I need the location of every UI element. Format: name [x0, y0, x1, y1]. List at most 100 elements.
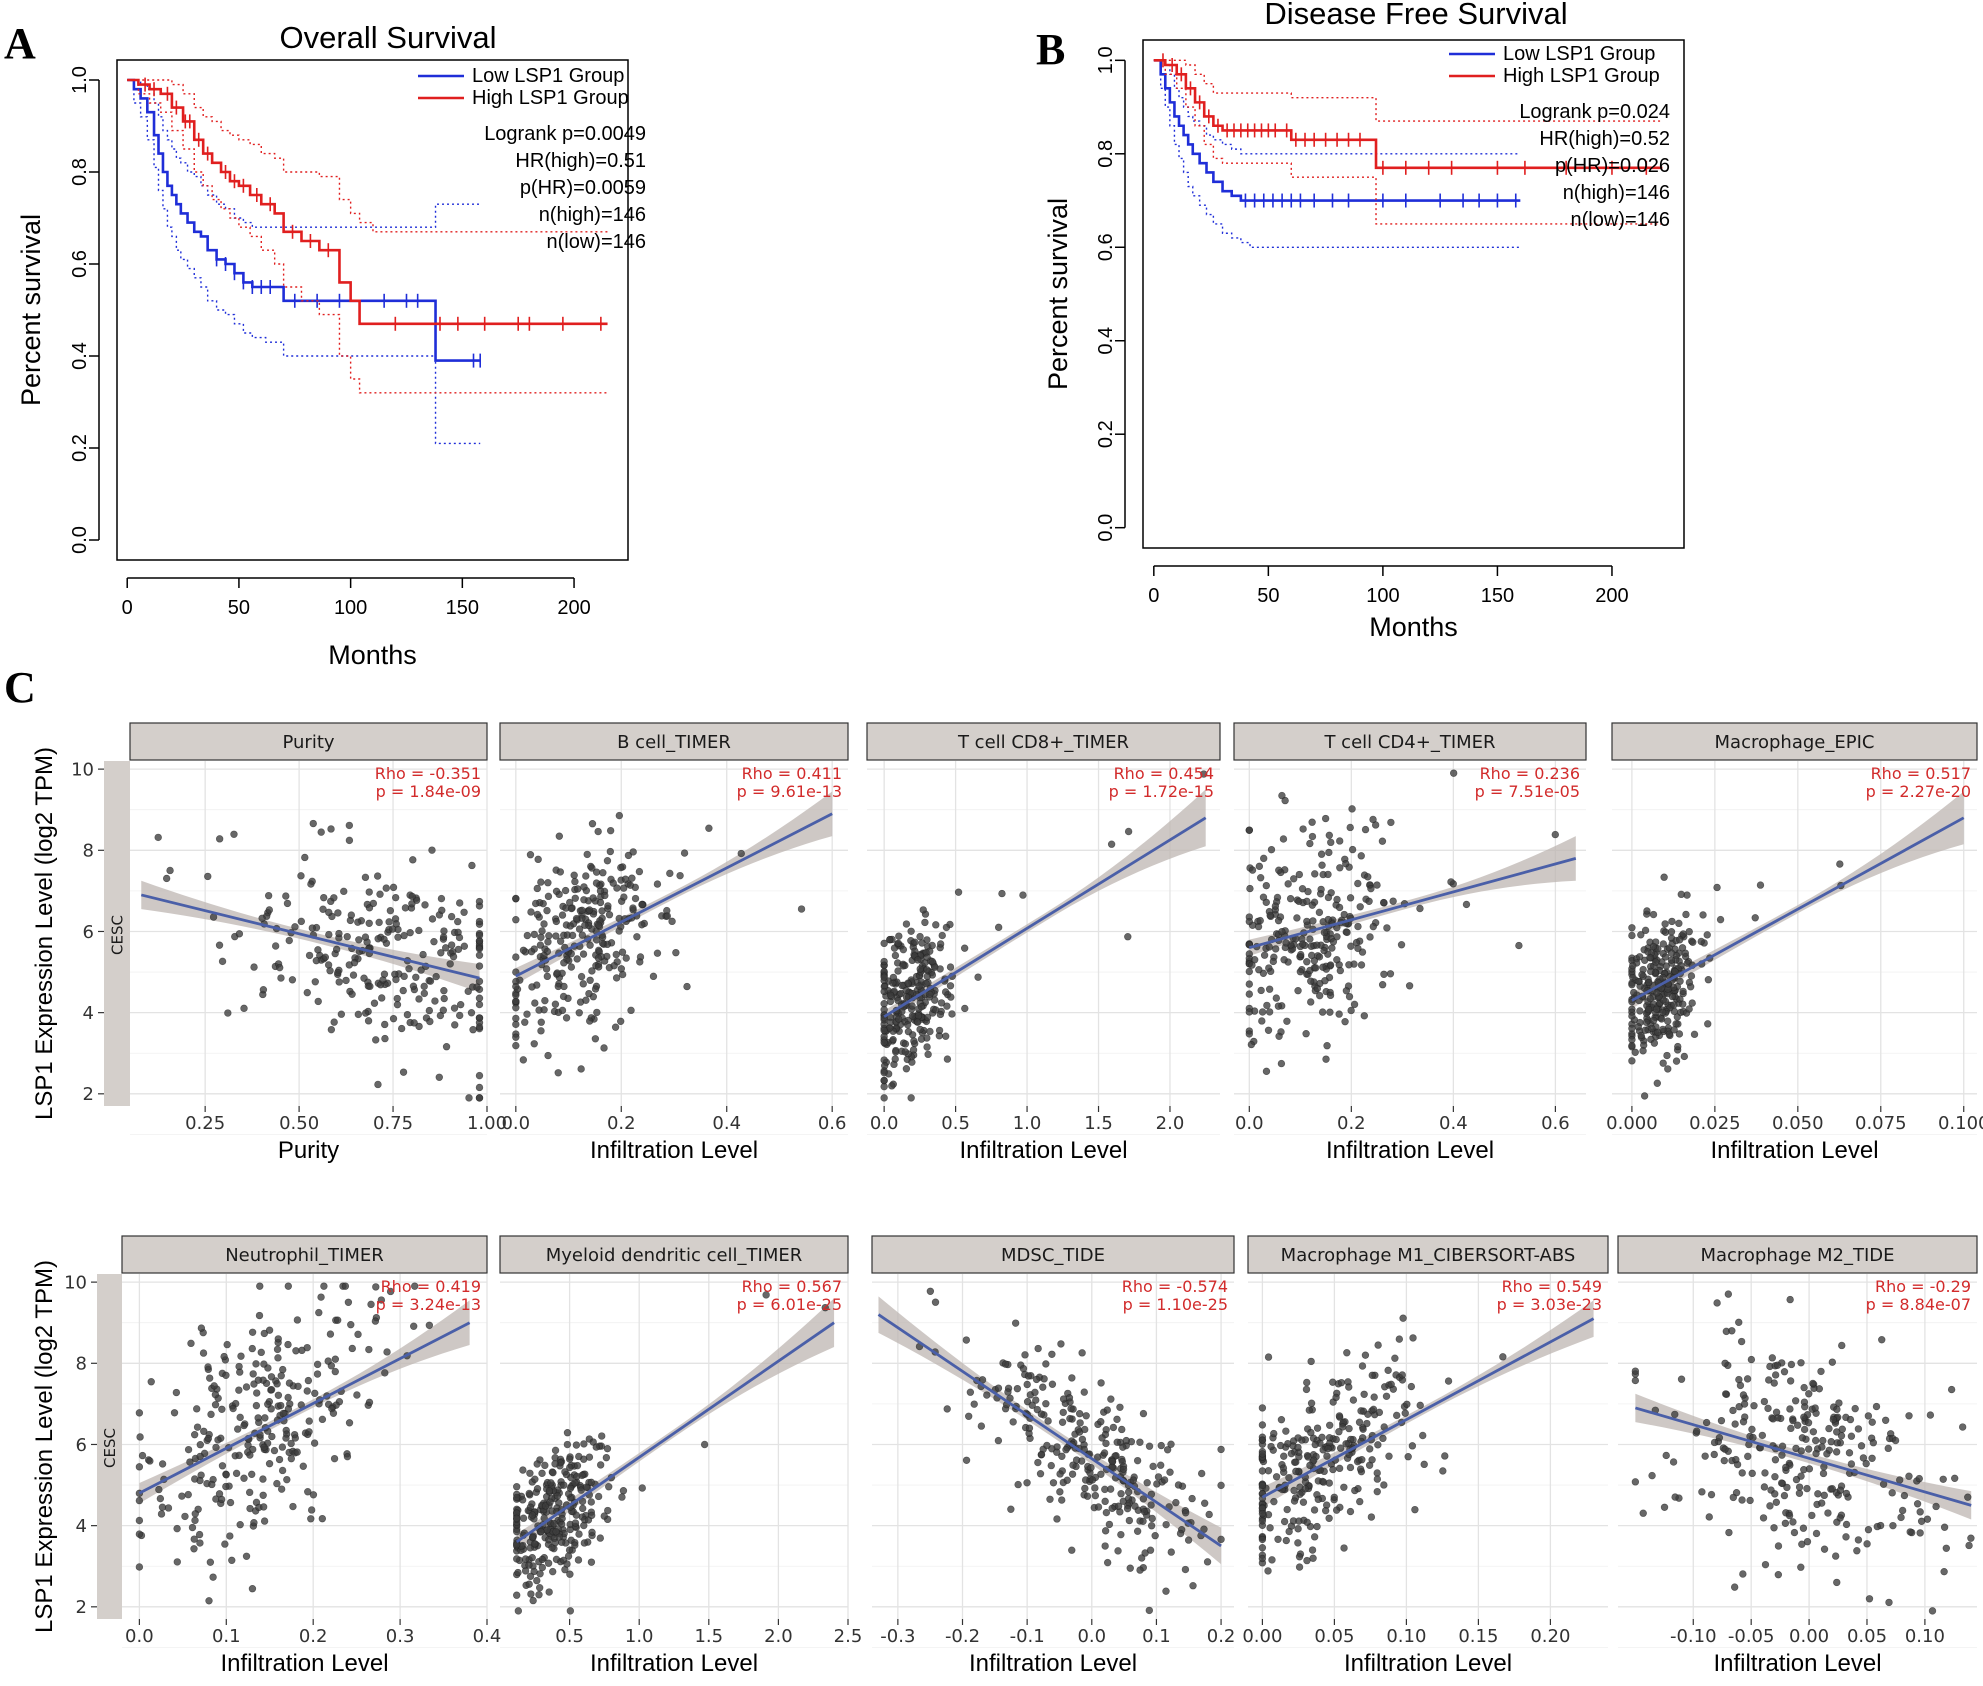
data-point — [1151, 1531, 1159, 1540]
data-point — [562, 1014, 571, 1022]
data-point — [1348, 805, 1356, 813]
data-point — [1290, 1497, 1299, 1505]
data-point — [435, 1073, 443, 1081]
data-point — [282, 1434, 290, 1442]
data-point — [700, 1440, 709, 1449]
data-point — [1670, 1001, 1678, 1009]
data-point — [1379, 898, 1388, 907]
data-point — [382, 884, 390, 892]
data-points — [915, 1287, 1225, 1615]
data-point — [1109, 1423, 1118, 1432]
data-point — [265, 906, 274, 914]
data-point — [253, 1389, 261, 1397]
data-point — [889, 1036, 897, 1044]
data-point — [592, 879, 601, 887]
data-point — [1842, 1533, 1850, 1541]
data-point — [618, 1493, 626, 1501]
data-point — [1342, 987, 1351, 995]
data-point — [1845, 1449, 1854, 1457]
data-point — [1056, 1470, 1064, 1478]
x-tick-label: -0.3 — [880, 1626, 915, 1647]
data-point — [908, 1058, 916, 1066]
data-point — [196, 1440, 204, 1449]
data-point — [1347, 1006, 1355, 1015]
data-point — [946, 982, 955, 990]
data-point — [226, 1498, 235, 1507]
data-point — [653, 949, 662, 957]
data-point — [932, 1006, 940, 1014]
data-point — [588, 967, 596, 975]
x-tick-label: 0.075 — [1855, 1113, 1907, 1134]
data-point — [1868, 1418, 1876, 1426]
data-point — [909, 1046, 918, 1054]
x-tick-label: 0.50 — [279, 1113, 319, 1134]
data-point — [442, 1042, 451, 1051]
data-point — [937, 999, 946, 1007]
facet-strip — [129, 722, 488, 761]
data-point — [1774, 1570, 1783, 1579]
data-point — [599, 869, 607, 877]
data-point — [460, 942, 469, 950]
data-point — [537, 1027, 545, 1035]
data-point — [1145, 1442, 1154, 1450]
data-point — [1056, 1488, 1064, 1496]
data-point — [370, 999, 379, 1007]
data-point — [1327, 838, 1335, 847]
x-axis-title: Infiltration Level — [1344, 1650, 1512, 1677]
x-axis-title: Infiltration Level — [590, 1137, 758, 1164]
data-point — [1647, 967, 1655, 976]
data-point — [337, 1010, 346, 1018]
data-point — [1665, 1030, 1673, 1038]
data-point — [627, 1006, 635, 1015]
data-point — [240, 1474, 248, 1482]
data-point — [469, 1026, 477, 1034]
data-point — [304, 1376, 313, 1385]
data-point — [156, 1494, 165, 1503]
facet-strip — [871, 1235, 1235, 1274]
stat-annotation: p(HR)=0.0059 — [520, 177, 646, 199]
data-point — [1751, 914, 1759, 922]
data-point — [307, 880, 315, 888]
data-point — [566, 1484, 575, 1493]
data-point — [1811, 1404, 1819, 1412]
data-point — [1302, 1385, 1311, 1394]
data-point — [259, 1475, 267, 1483]
data-point — [1069, 1461, 1077, 1469]
y-tick-label: 0.2 — [1095, 420, 1117, 448]
data-point — [229, 1404, 237, 1413]
data-point — [1628, 980, 1636, 989]
data-point — [1771, 1490, 1779, 1498]
data-point — [254, 1414, 262, 1422]
data-point — [1444, 1377, 1453, 1385]
data-point — [1147, 1522, 1156, 1530]
data-point — [217, 1495, 226, 1504]
data-point — [1101, 1485, 1109, 1494]
data-point — [1262, 881, 1271, 890]
data-point — [1308, 818, 1316, 826]
data-point — [571, 1519, 580, 1527]
data-point — [1847, 1460, 1856, 1468]
p-value-annotation: p = 1.84e-09 — [376, 782, 481, 801]
data-point — [1124, 933, 1132, 941]
data-point — [1408, 1442, 1417, 1450]
data-point — [1878, 1336, 1886, 1344]
data-point — [1299, 825, 1307, 833]
data-point — [1942, 1544, 1951, 1552]
data-point — [514, 1568, 522, 1577]
data-point — [1737, 1337, 1746, 1346]
data-point — [415, 1022, 423, 1031]
x-tick-label: 0.4 — [712, 1113, 741, 1134]
data-point — [1868, 1454, 1876, 1463]
high-group-survival-curve — [1153, 59, 1663, 170]
data-point — [1307, 977, 1315, 985]
data-point — [389, 883, 398, 892]
data-point — [1309, 1554, 1317, 1562]
data-point — [1324, 893, 1333, 902]
data-point — [371, 1317, 380, 1325]
data-point — [267, 1373, 276, 1381]
data-point — [1370, 1393, 1378, 1401]
data-point — [552, 887, 561, 896]
data-point — [1065, 1394, 1074, 1402]
data-point — [1759, 1514, 1768, 1522]
